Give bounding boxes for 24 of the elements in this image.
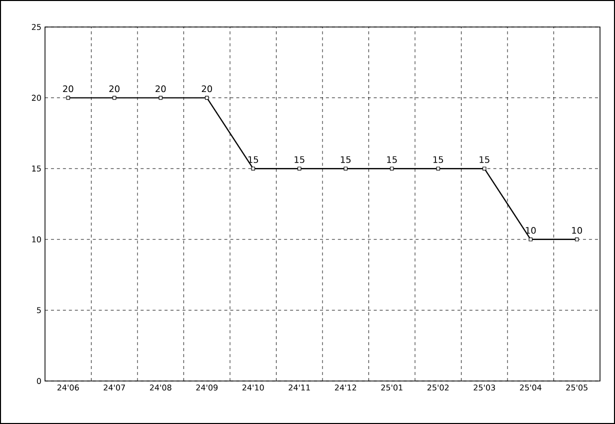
data-label: 15 — [387, 156, 397, 163]
data-label: 15 — [294, 156, 304, 163]
point — [112, 96, 116, 100]
data-label: 15 — [433, 156, 444, 163]
point — [436, 166, 440, 170]
point — [528, 238, 533, 242]
point — [574, 238, 579, 242]
data-label: 10 — [526, 226, 536, 234]
point — [158, 96, 163, 100]
point — [204, 96, 209, 100]
point — [482, 166, 486, 170]
point — [297, 166, 302, 170]
data-label: 20 — [156, 85, 166, 92]
data-label: 15 — [340, 156, 351, 163]
point — [251, 166, 256, 170]
data-label: 20 — [202, 85, 212, 92]
data-label: 20 — [109, 85, 120, 92]
data-label: 15 — [248, 156, 258, 163]
point — [344, 166, 348, 170]
data-label: 20 — [63, 85, 74, 92]
data-label: 15 — [480, 156, 490, 163]
data-label: 10 — [572, 226, 582, 234]
point — [390, 166, 394, 170]
point — [66, 96, 70, 100]
